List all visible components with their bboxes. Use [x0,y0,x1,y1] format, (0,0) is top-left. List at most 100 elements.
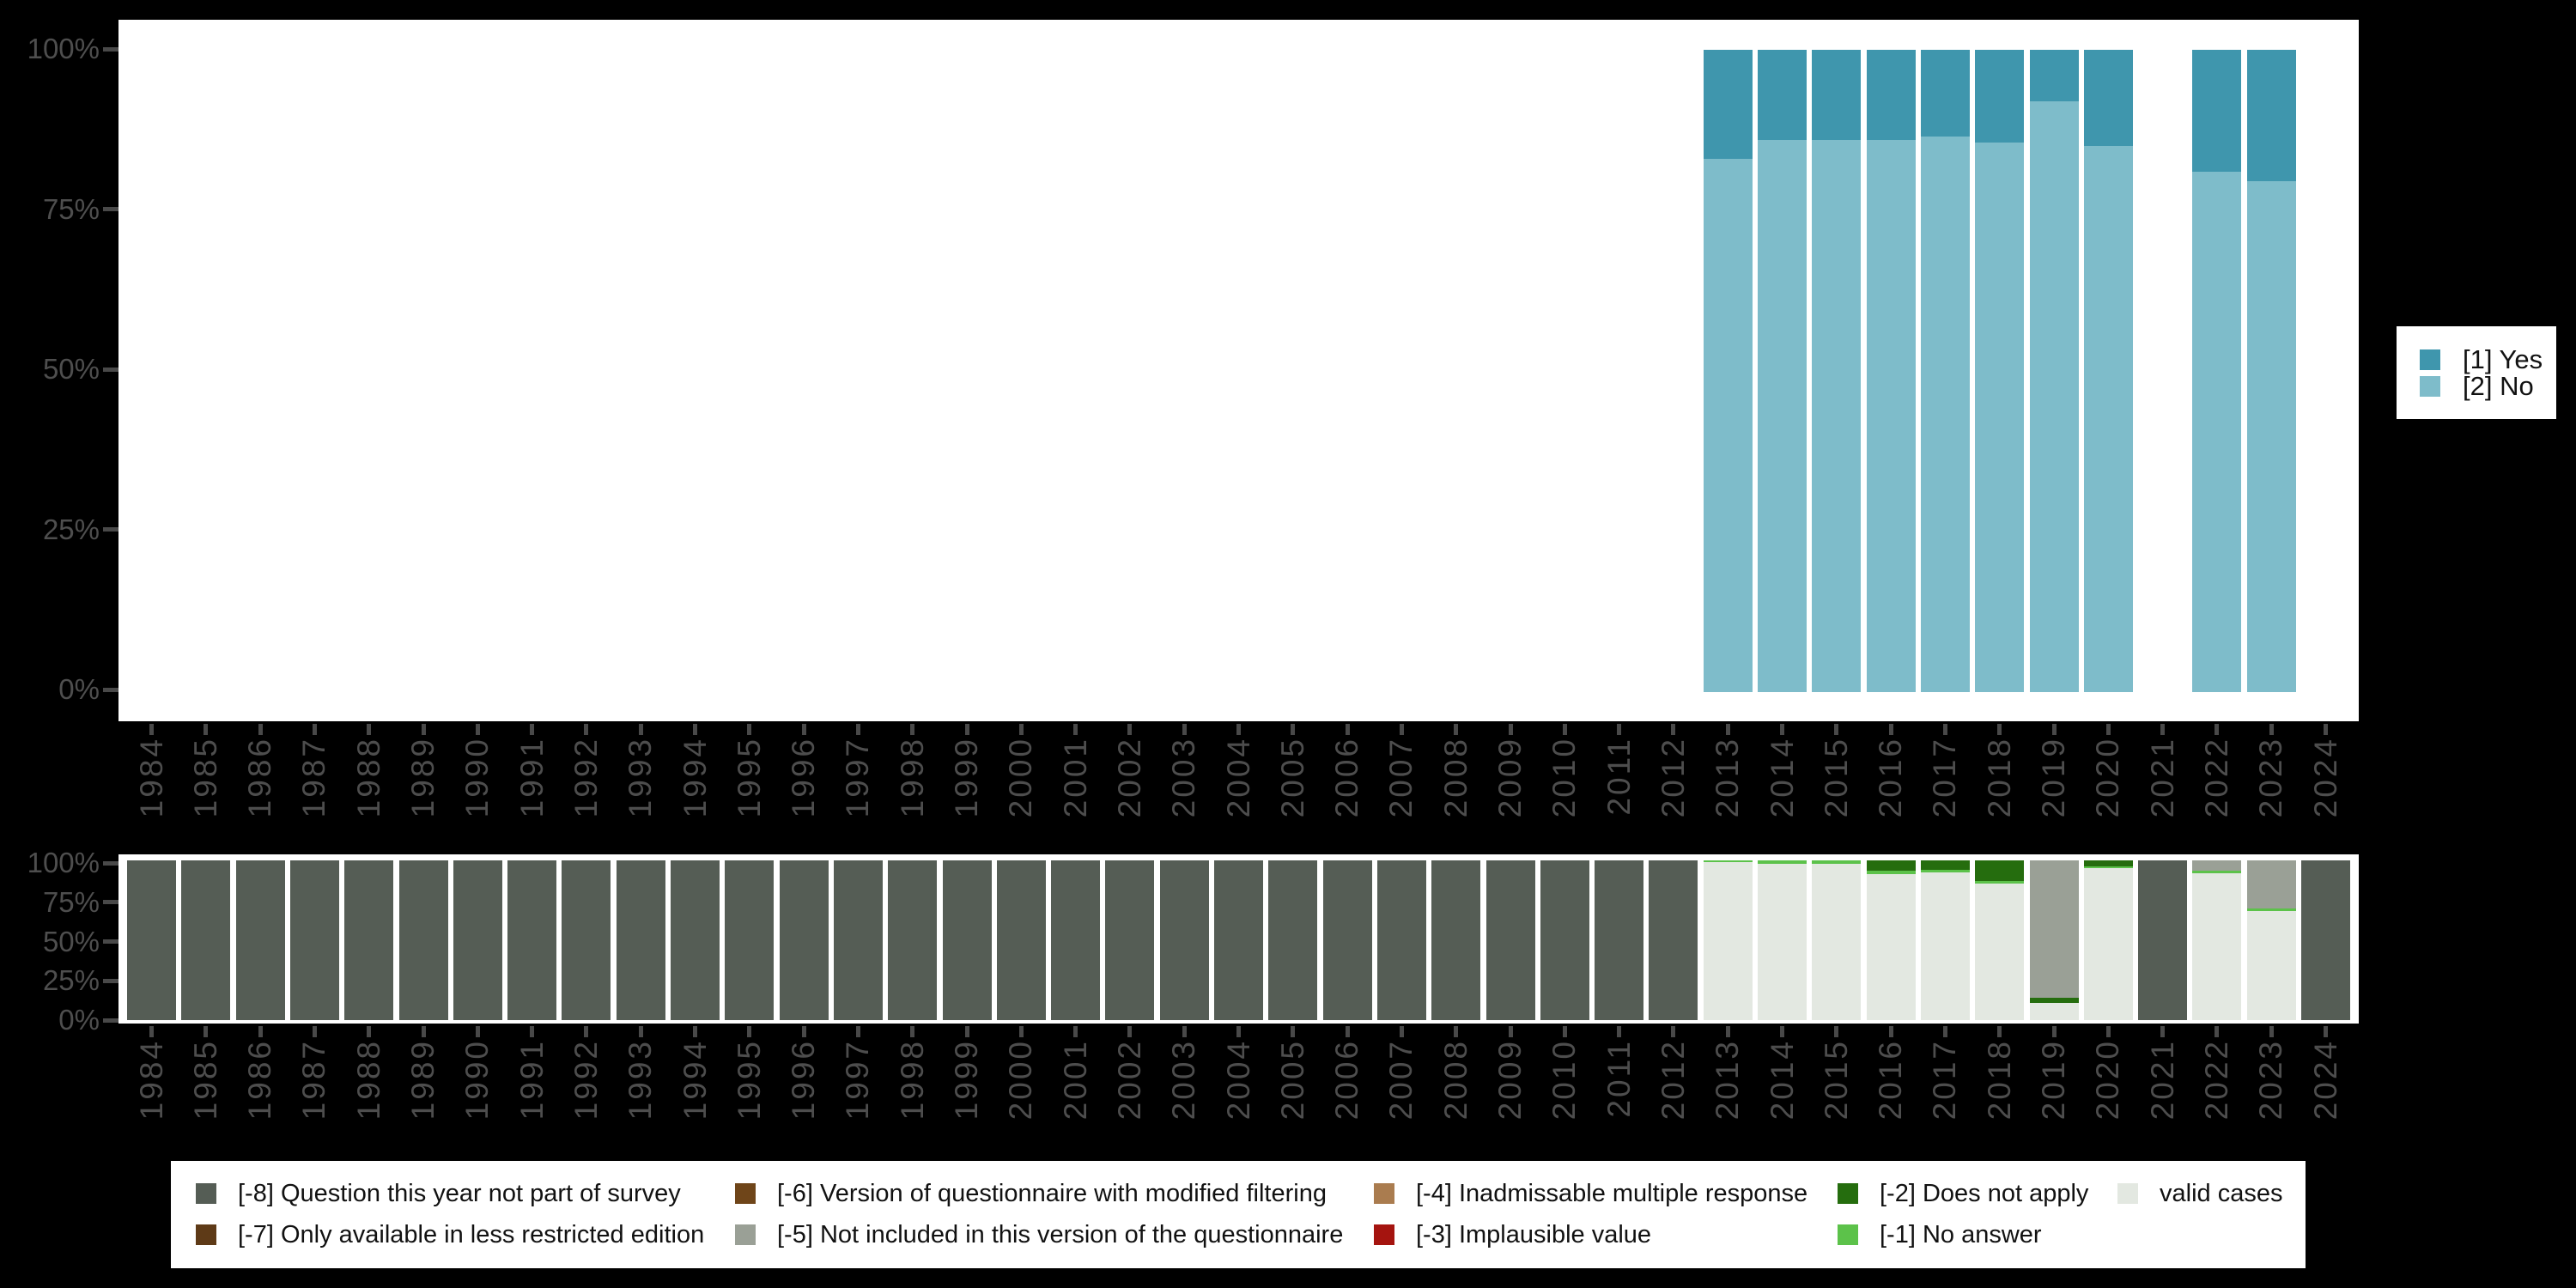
legend-label: [-1] No answer [1880,1220,2042,1249]
bar-segment-missings-1990 [453,860,502,1020]
x-axis-year-label-missings: 1995 [731,1039,767,1121]
x-axis-year-label-missings: 2013 [1710,1039,1746,1121]
bar-segment-missings-2019 [2029,997,2079,1003]
legend-entry: [-4] Inadmissable multiple response [1374,1180,1807,1207]
x-axis-year-label-responses: 1992 [568,737,604,818]
x-axis-tick-responses [1018,724,1024,735]
legend-label: [1] Yes [2463,343,2543,374]
bar-segment-missings-2017 [1920,870,1970,872]
x-axis-tick-responses [584,724,589,735]
x-axis-year-label-missings: 2017 [1927,1039,1963,1121]
x-axis-tick-responses [1399,724,1404,735]
x-axis-tick-responses [1997,724,2002,735]
x-axis-tick-responses [693,724,697,735]
legend-entry: [-1] No answer [1838,1221,2042,1249]
x-axis-year-label-responses: 1985 [187,737,223,818]
x-axis-tick-responses [1834,724,1839,735]
legend-entry: [-3] Implausible value [1374,1221,1651,1249]
x-axis-tick-responses [1127,724,1133,735]
y-axis-label-responses: 0% [58,673,100,705]
y-axis-label-responses: 50% [42,353,100,385]
x-axis-tick-responses [475,724,480,735]
x-axis-year-label-responses: 2003 [1166,737,1202,818]
x-axis-year-label-responses: 2020 [2090,737,2126,818]
x-axis-tick-missings [964,1026,969,1037]
x-axis-tick-responses [2215,724,2220,735]
y-axis-label-missings: 25% [42,964,100,997]
x-axis-tick-missings [855,1026,860,1037]
bar-segment-responses-2023 [2246,50,2296,182]
legend-entry: [-2] Does not apply [1838,1180,2088,1207]
y-axis-tick-responses [103,46,118,52]
x-axis-tick-responses [2051,724,2057,735]
y-axis-tick-responses [103,367,118,372]
y-axis-label-responses: 75% [42,192,100,225]
x-axis-tick-missings [1617,1026,1622,1037]
bar-segment-missings-2023 [2246,910,2296,1020]
x-axis-year-label-responses: 1998 [894,737,930,818]
bar-segment-responses-2014 [1758,50,1807,140]
bar-segment-missings-2023 [2246,908,2296,911]
x-axis-tick-missings [2269,1026,2274,1037]
bar-segment-missings-2013 [1703,861,1753,1020]
x-axis-year-label-responses: 1991 [513,737,550,818]
bar-segment-missings-2020 [2083,860,2133,866]
x-axis-year-label-missings: 2020 [2090,1039,2126,1121]
x-axis-year-label-missings: 1999 [949,1039,984,1121]
bar-segment-responses-2019 [2029,50,2079,101]
y-axis-label-missings: 100% [27,847,100,878]
bar-segment-missings-1986 [235,860,285,1020]
x-axis-tick-responses [801,724,806,735]
bar-segment-missings-2010 [1540,860,1589,1020]
bar-segment-missings-1998 [888,860,938,1020]
x-axis-tick-responses [1562,724,1567,735]
bar-segment-missings-2020 [2083,868,2133,1020]
bar-segment-responses-2016 [1866,50,1916,140]
x-axis-year-label-missings: 2010 [1546,1039,1583,1121]
y-axis-label-missings: 75% [42,885,100,918]
x-axis-year-label-responses: 2016 [1873,737,1909,818]
x-axis-tick-responses [2105,724,2111,735]
bar-segment-missings-2019 [2029,1002,2079,1020]
legend-label: [-6] Version of questionnaire with modif… [777,1179,1327,1207]
x-axis-year-label-missings: 2011 [1601,1039,1637,1118]
bar-segment-missings-1995 [725,860,775,1020]
x-axis-tick-missings [1291,1026,1296,1037]
responses-legend: [1] Yes [2] No [2397,326,2556,419]
bar-segment-missings-1994 [671,860,720,1020]
legend-swatch [735,1183,756,1204]
bar-segment-responses-2022 [2192,172,2242,692]
bar-segment-missings-2019 [2029,860,2079,998]
x-axis-tick-missings [1562,1026,1567,1037]
bar-segment-missings-2018 [1975,860,2025,882]
x-axis-tick-missings [1236,1026,1241,1037]
x-axis-tick-responses [1236,724,1241,735]
x-axis-tick-responses [1942,724,1947,735]
x-axis-year-label-missings: 1991 [513,1039,550,1121]
bar-segment-missings-2005 [1268,860,1318,1020]
x-axis-tick-responses [1182,724,1187,735]
x-axis-year-label-missings: 1994 [677,1039,713,1121]
legend-label: valid cases [2160,1179,2283,1207]
bar-segment-responses-2014 [1758,139,1807,692]
x-axis-year-label-responses: 1994 [677,737,713,818]
x-axis-tick-responses [638,724,643,735]
x-axis-year-label-responses: 2018 [1981,737,2017,818]
legend-swatch [196,1224,216,1245]
bar-segment-missings-2016 [1866,873,1916,1020]
bar-segment-missings-2018 [1975,881,2025,884]
x-axis-year-label-responses: 2009 [1492,737,1528,818]
x-axis-tick-missings [693,1026,697,1037]
x-axis-year-label-missings: 1988 [350,1039,386,1121]
bar-segment-missings-1997 [833,860,883,1020]
bar-segment-missings-1996 [779,860,829,1020]
x-axis-tick-responses [1617,724,1622,735]
bar-segment-missings-2023 [2246,860,2296,908]
x-axis-tick-missings [1182,1026,1187,1037]
bar-segment-missings-1989 [398,860,448,1020]
x-axis-year-label-responses: 1993 [623,737,659,818]
x-axis-year-label-missings: 2015 [1818,1039,1854,1121]
y-axis-label-responses: 100% [27,33,100,64]
x-axis-tick-responses [530,724,535,735]
bar-segment-missings-1992 [562,860,611,1020]
